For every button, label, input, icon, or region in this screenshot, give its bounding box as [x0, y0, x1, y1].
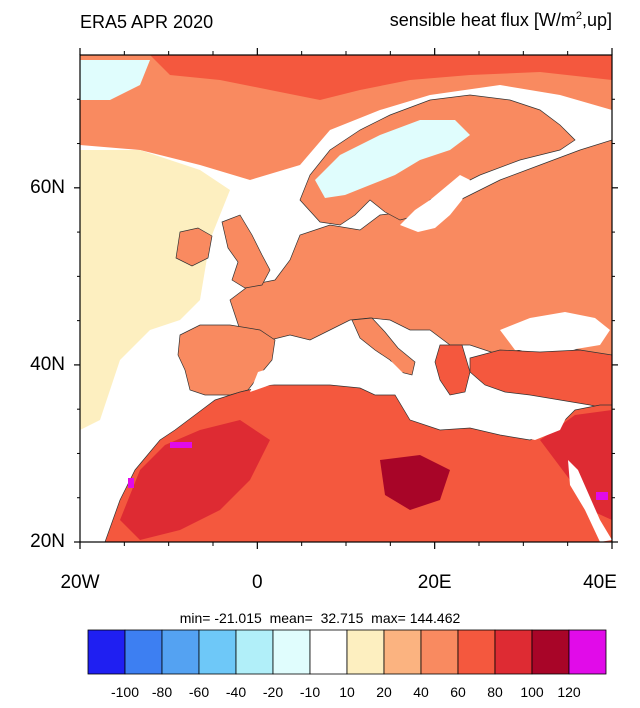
north-atlantic-field — [80, 55, 612, 180]
colorbar-label: -100 — [110, 684, 140, 700]
colorbar-swatch — [198, 629, 237, 675]
stats-max-value: 144.462 — [409, 610, 461, 626]
colorbar-label: -40 — [225, 684, 247, 700]
colorbar-label: 120 — [557, 684, 581, 700]
colorbar-label: 60 — [450, 684, 466, 700]
scandinavia-land — [299, 94, 576, 226]
mid-atlantic-field — [80, 150, 230, 430]
scandinavia-cool-patch — [315, 120, 470, 198]
mediterranean-sea — [250, 350, 570, 440]
variable-title: sensible heat flux [W/m2,up] — [390, 10, 612, 31]
stats-line: min= -21.015 mean= 32.715 max= 144.462 — [0, 610, 640, 626]
colorbar-label: -60 — [188, 684, 210, 700]
colorbar-label: -20 — [262, 684, 284, 700]
colorbar-swatch — [346, 629, 385, 675]
colorbar-swatch — [531, 629, 570, 675]
greece-land — [434, 344, 471, 396]
colorbar-swatch — [124, 629, 163, 675]
colorbar-label: 40 — [413, 684, 429, 700]
colorbar-swatch — [87, 629, 126, 675]
colorbar-swatch — [457, 629, 496, 675]
colorbar-label: 10 — [339, 684, 355, 700]
great-britain-land — [221, 214, 271, 289]
norwegian-sea-field — [150, 55, 612, 100]
stats-max-label: max= — [371, 610, 406, 626]
stats-min-label: min= — [179, 610, 211, 626]
variable-title-tail: ,up] — [581, 10, 612, 30]
colorbar-label: 80 — [487, 684, 503, 700]
sahara-hot-field — [120, 420, 270, 540]
colorbar-swatch — [420, 629, 459, 675]
ireland-land — [175, 227, 213, 267]
lon-tick-label: 20E — [417, 572, 452, 593]
colorbar-swatch — [383, 629, 422, 675]
map-area — [80, 55, 612, 542]
anatolia-land — [469, 349, 612, 411]
black-sea — [500, 312, 610, 350]
hotspot-arabia — [596, 492, 608, 500]
colorbar-swatch — [235, 629, 274, 675]
libya-hot-field — [380, 455, 450, 510]
colorbar-label: 100 — [520, 684, 544, 700]
map-ticks — [74, 48, 618, 549]
colorbar-swatch — [494, 629, 533, 675]
colorbar-label: -80 — [151, 684, 173, 700]
lon-tick-label: 20W — [60, 572, 100, 593]
colorbar-swatch — [161, 629, 200, 675]
lat-tick-label: 20N — [30, 531, 65, 552]
lat-tick-label: 60N — [30, 176, 65, 198]
arabia-hot-field — [540, 410, 612, 520]
atlantic-cool-patch — [80, 60, 150, 100]
colorbar — [87, 629, 607, 675]
stats-min-value: -21.015 — [214, 610, 262, 626]
hotspot-west-sahara — [128, 478, 134, 488]
map-title: ERA5 APR 2020 — [80, 12, 214, 32]
colorbar-label: 20 — [376, 684, 392, 700]
red-sea — [568, 460, 612, 542]
italy-land — [351, 317, 416, 376]
variable-title-superscript: 2 — [575, 10, 582, 22]
colorbar-label: -10 — [299, 684, 321, 700]
hotspot-canary — [170, 442, 192, 448]
colorbar-swatch — [272, 629, 311, 675]
colorbar-swatch — [568, 629, 607, 675]
colorbar-swatch — [309, 629, 348, 675]
lon-tick-label: 40E — [583, 572, 617, 593]
variable-title-main: sensible heat flux [W/m — [389, 10, 576, 30]
baltic-sea — [400, 175, 470, 232]
lon-tick-label: 0 — [252, 572, 263, 593]
lat-tick-label: 40N — [30, 353, 65, 375]
stats-mean-label: mean= — [269, 610, 313, 626]
stats-mean-value: 32.715 — [320, 610, 364, 626]
